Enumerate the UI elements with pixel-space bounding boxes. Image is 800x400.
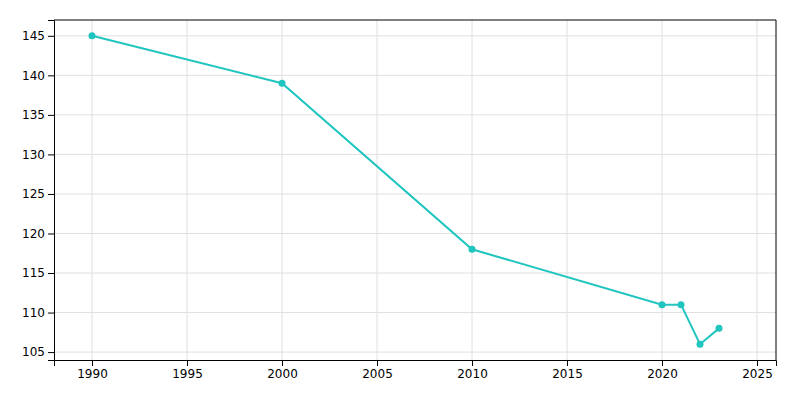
y-tick-mark (48, 115, 54, 116)
y-tick: 135 (22, 108, 54, 122)
y-tick-mark (48, 36, 54, 37)
x-tick-label: 2025 (742, 367, 773, 381)
x-tick: 1990 (77, 360, 108, 381)
x-grid-line (757, 20, 758, 360)
y-grid-line (54, 352, 776, 353)
x-tick-mark (92, 360, 93, 366)
y-tick: 145 (22, 29, 54, 43)
y-grid-line (54, 35, 776, 36)
y-grid-line (54, 273, 776, 274)
x-tick-label: 2000 (267, 367, 298, 381)
point (678, 301, 685, 308)
x-tick-mark (187, 360, 188, 366)
y-tick: 130 (22, 148, 54, 162)
frame-right (776, 20, 777, 360)
point (697, 341, 704, 348)
y-tick: 105 (22, 345, 54, 359)
frame-top (54, 20, 776, 21)
y-tick-label: 135 (22, 108, 45, 122)
y-tick: 120 (22, 227, 54, 241)
y-tick-label: 120 (22, 227, 45, 241)
y-tick: 140 (22, 69, 54, 83)
y-tick: 115 (22, 266, 54, 280)
y-grid-line (54, 154, 776, 155)
line (92, 36, 719, 344)
point (469, 246, 476, 253)
plot-area: 1990 1995 2000 2005 2010 2015 2020 2025 105 110 11… (22, 20, 776, 381)
x-tick: 2020 (647, 360, 678, 381)
y-tick-label: 110 (22, 306, 45, 320)
x-grid-line (187, 20, 188, 360)
y-tick-mark (48, 352, 54, 353)
y-tick-label: 145 (22, 29, 45, 43)
y-tick-mark (48, 313, 54, 314)
x-tick-label: 1995 (172, 367, 203, 381)
point (716, 325, 723, 332)
chart-svg: 1990 1995 2000 2005 2010 2015 2020 2025 105 110 11… (0, 0, 800, 400)
x-tick: 2005 (362, 360, 393, 381)
y-axis: 105 110 115 120 125 130 135 140 145 (22, 21, 54, 361)
data-marks (89, 32, 723, 347)
y-axis-line (48, 21, 55, 361)
x-tick-mark (757, 360, 758, 366)
y-grid-line (54, 233, 776, 234)
x-tick-mark (567, 360, 568, 366)
x-tick-mark (282, 360, 283, 366)
x-tick-label: 2010 (457, 367, 488, 381)
point (659, 301, 666, 308)
x-axis-line (55, 361, 777, 367)
y-tick: 110 (22, 306, 54, 320)
x-tick: 2015 (552, 360, 583, 381)
x-tick-mark (472, 360, 473, 366)
point (279, 80, 286, 87)
x-tick-mark (662, 360, 663, 366)
y-tick-label: 115 (22, 266, 45, 280)
x-grid-line (662, 20, 663, 360)
point (89, 32, 96, 39)
y-tick-mark (48, 273, 54, 274)
x-grid-line (377, 20, 378, 360)
x-tick: 2000 (267, 360, 298, 381)
x-tick-label: 1990 (77, 367, 108, 381)
y-grid-line (54, 114, 776, 115)
x-grid-line (282, 20, 283, 360)
y-tick-mark (48, 75, 54, 76)
y-grid-line (54, 193, 776, 194)
y-tick-label: 105 (22, 345, 45, 359)
x-tick: 1995 (172, 360, 203, 381)
chart-container: 1990 1995 2000 2005 2010 2015 2020 2025 105 110 11… (0, 0, 800, 400)
y-tick-mark (48, 194, 54, 195)
x-axis: 1990 1995 2000 2005 2010 2015 2020 2025 (55, 360, 777, 381)
x-grid-line (567, 20, 568, 360)
y-grid-line (54, 75, 776, 76)
y-tick: 125 (22, 187, 54, 201)
y-tick-label: 125 (22, 187, 45, 201)
x-grid-line (92, 20, 93, 360)
grid (54, 20, 776, 360)
y-tick-mark (48, 233, 54, 234)
y-tick-label: 140 (22, 69, 45, 83)
x-tick: 2010 (457, 360, 488, 381)
y-grid-line (54, 312, 776, 313)
x-tick-label: 2005 (362, 367, 393, 381)
x-tick: 2025 (742, 360, 773, 381)
x-tick-mark (377, 360, 378, 366)
x-tick-label: 2020 (647, 367, 678, 381)
x-tick-label: 2015 (552, 367, 583, 381)
x-grid-line (472, 20, 473, 360)
y-tick-label: 130 (22, 148, 45, 162)
y-tick-mark (48, 154, 54, 155)
